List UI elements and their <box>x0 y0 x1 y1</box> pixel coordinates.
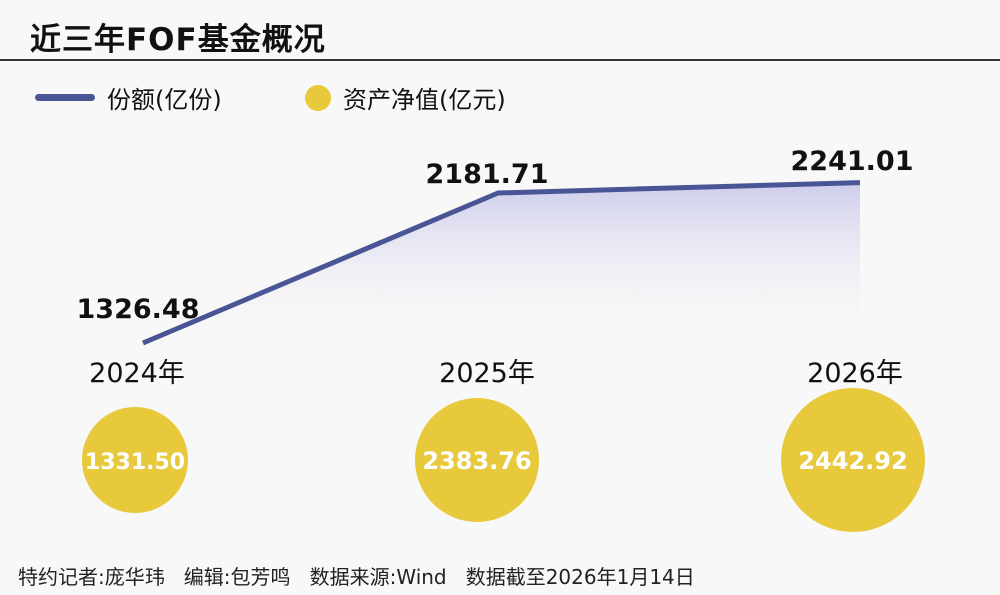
nav-bubble <box>415 398 539 522</box>
x-tick-label: 2024年 <box>89 358 185 389</box>
x-tick-label: 2026年 <box>807 358 903 389</box>
legend-label-shares: 份额(亿份) <box>107 86 222 114</box>
shares-data-label: 1326.48 <box>77 294 200 325</box>
legend-line-swatch <box>35 94 95 101</box>
nav-bubble <box>781 388 925 532</box>
legend-dot-swatch <box>305 84 331 111</box>
shares-data-label: 2181.71 <box>426 159 549 190</box>
nav-data-label: 1331.50 <box>85 450 185 475</box>
legend-label-nav: 资产净值(亿元) <box>343 86 506 114</box>
nav-bubble <box>82 407 188 513</box>
legend-item-nav: 资产净值(亿元) <box>305 80 506 115</box>
title-divider <box>0 59 1000 61</box>
shares-line <box>142 180 861 346</box>
shares-data-label: 2241.01 <box>791 146 914 177</box>
nav-data-label: 2383.76 <box>422 447 531 475</box>
line-area-fill <box>143 182 860 345</box>
nav-data-label: 2442.92 <box>798 447 907 475</box>
legend-item-shares: 份额(亿份) <box>35 80 222 115</box>
chart-title: 近三年FOF基金概况 <box>30 22 326 58</box>
footer-credits: 特约记者:庞华玮 编辑:包芳鸣 数据来源:Wind 数据截至2026年1月14日 <box>18 565 695 589</box>
x-tick-label: 2025年 <box>439 358 535 389</box>
